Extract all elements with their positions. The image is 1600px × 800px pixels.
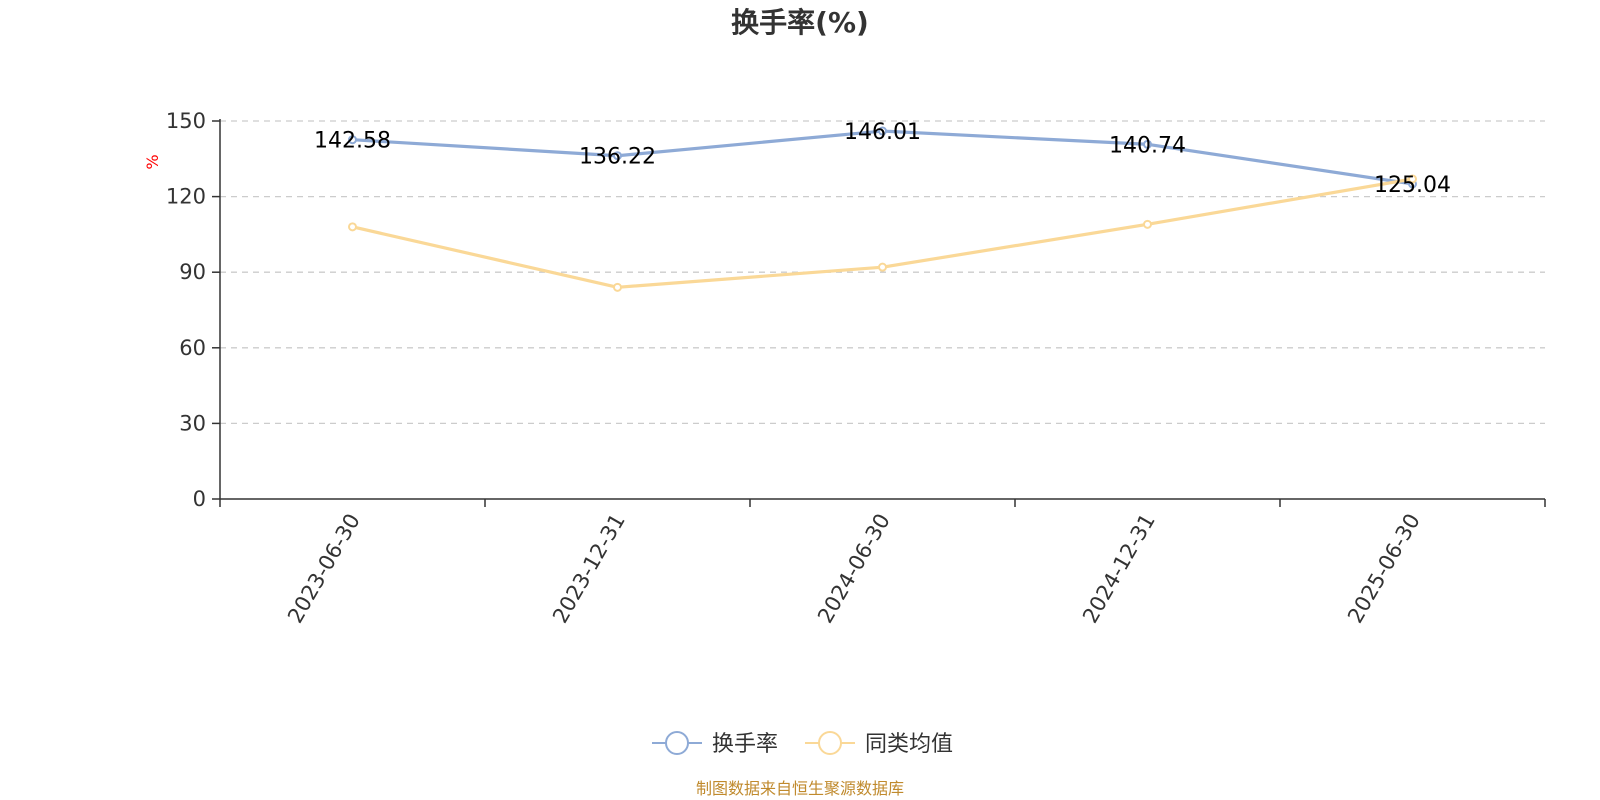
data-point <box>348 222 357 232</box>
legend: 换手率 同类均值 <box>652 731 953 757</box>
y-tick-label: 90 <box>179 260 206 284</box>
legend-label: 换手率 <box>712 732 778 757</box>
y-axis-unit: % <box>143 154 162 169</box>
y-tick-label: 150 <box>166 109 206 133</box>
legend-marker <box>665 731 689 755</box>
data-point <box>613 151 622 161</box>
axes: 0 30 60 90 120 150 2023-06-30 2023-12-31 2024-06… <box>166 109 1546 628</box>
data-label: 136.22 <box>579 145 656 170</box>
data-labels: 142.58 136.22 146.01 140.74 125.04 <box>314 120 1451 198</box>
data-point <box>348 135 357 145</box>
y-tick-label: 30 <box>179 411 206 435</box>
y-tick-label: 0 <box>193 487 206 511</box>
y-tick-label: 120 <box>166 185 206 209</box>
data-point <box>613 282 622 292</box>
data-point <box>878 262 887 272</box>
data-label: 125.04 <box>1374 173 1451 198</box>
x-tick-label: 2025-06-30 <box>1343 510 1425 628</box>
legend-label: 同类均值 <box>865 732 953 757</box>
data-point <box>1143 219 1152 229</box>
data-point <box>878 126 887 136</box>
grid-lines <box>220 120 1545 425</box>
data-label: 146.01 <box>844 120 921 145</box>
chart-title: 换手率(%) <box>731 6 869 39</box>
x-tick-label: 2024-06-30 <box>813 510 895 628</box>
data-point <box>1143 139 1152 149</box>
legend-marker <box>818 731 842 755</box>
data-label: 140.74 <box>1109 133 1186 158</box>
data-point <box>1408 174 1417 184</box>
data-label: 142.58 <box>314 129 391 154</box>
data-source-note: 制图数据来自恒生聚源数据库 <box>696 779 904 798</box>
x-tick-label: 2023-12-31 <box>548 510 630 628</box>
x-tick-label: 2023-06-30 <box>283 510 365 628</box>
x-tick-label: 2024-12-31 <box>1078 510 1160 628</box>
y-tick-label: 60 <box>179 336 206 360</box>
series-lines <box>348 126 1417 292</box>
